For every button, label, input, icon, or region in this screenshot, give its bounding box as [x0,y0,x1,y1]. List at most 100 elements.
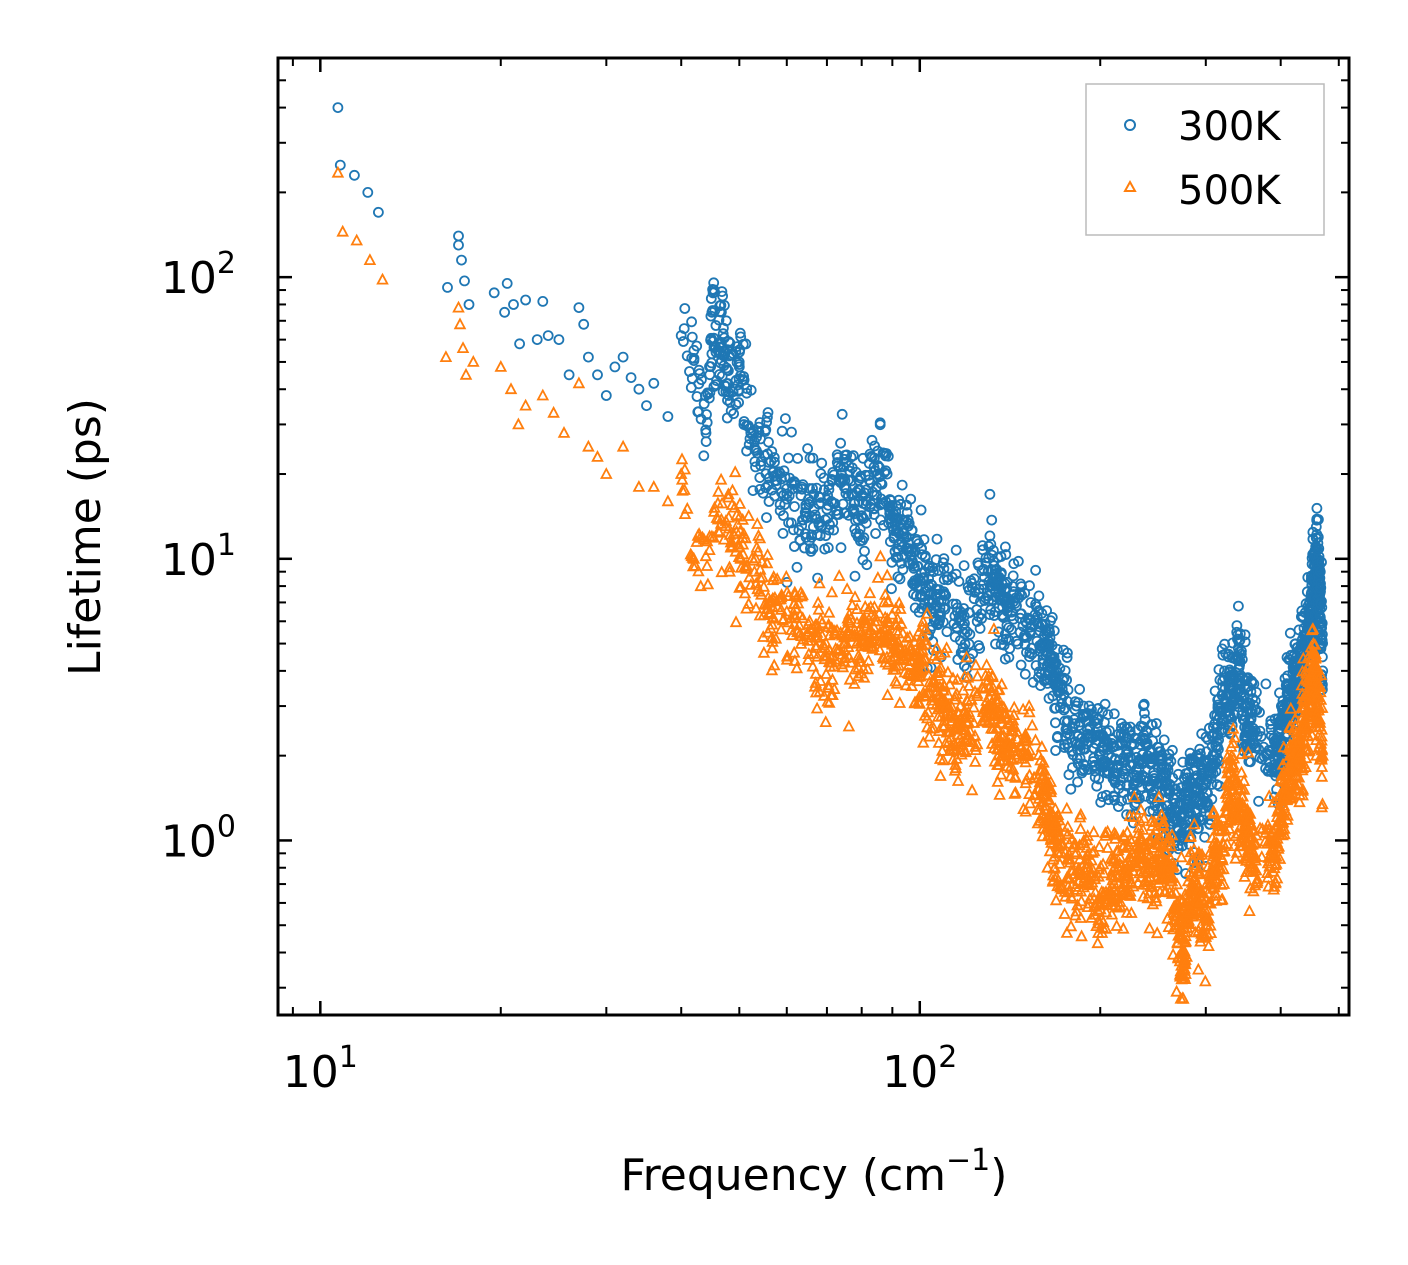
data-point [1099,826,1112,839]
data-point [678,323,690,335]
data-point [691,528,705,541]
data-point [770,572,784,584]
data-point [933,664,947,677]
data-point [1233,600,1244,612]
data-point [809,676,822,688]
data-point [969,658,983,671]
data-point [843,672,857,685]
data-point [857,670,871,683]
data-point [1248,699,1260,711]
data-point [1300,721,1314,734]
data-point [880,621,893,634]
data-point [724,337,736,349]
data-point [1281,812,1294,825]
data-point [1025,718,1039,731]
data-point [762,407,774,418]
data-point [914,645,927,658]
data-point [787,483,798,495]
data-point [787,597,801,610]
data-point [689,558,702,571]
data-point [1234,659,1245,671]
data-point [1046,639,1058,651]
data-point [933,679,947,692]
data-point [691,340,703,352]
data-point [1134,802,1148,815]
data-point [1124,726,1136,737]
data-point [1259,825,1272,838]
data-point [822,642,836,655]
data-point [675,472,689,485]
data-point [828,524,839,536]
data-point [982,590,994,602]
data-point [1229,829,1242,841]
data-point [712,484,725,497]
data-point [1163,758,1174,770]
data-point [1299,710,1312,722]
data-point [1021,618,1033,629]
data-point [1195,847,1209,860]
data-point [1248,878,1262,891]
data-point [892,596,906,609]
data-point [1210,757,1222,769]
data-point [1226,721,1240,734]
data-point [891,612,904,624]
data-point [839,629,853,642]
data-point [1272,841,1285,854]
data-point [791,561,803,573]
data-point [988,545,999,556]
data-point [963,638,975,650]
data-point [783,452,794,464]
data-point [1165,755,1177,767]
data-point [801,633,815,646]
data-point [1163,748,1175,760]
data-point [933,565,944,576]
data-point [864,600,877,612]
data-point [796,611,809,623]
data-point [1202,939,1215,951]
data-point [740,561,753,574]
data-point [501,277,513,289]
data-point [1136,822,1150,835]
data-point [1143,879,1157,892]
data-point [763,496,775,507]
legend-box [1085,83,1325,236]
data-point [459,367,473,380]
data-point [1136,769,1148,781]
data-point [1179,967,1192,979]
data-point [992,683,1005,696]
data-point [972,557,984,569]
data-point [1202,799,1214,811]
data-point [331,165,345,178]
data-point [1182,913,1196,926]
data-point [874,471,886,483]
data-point [721,378,733,390]
series-500K [331,165,1329,1004]
data-point [1199,913,1213,926]
legend-label-500k: 500K [1178,168,1282,214]
data-point [1072,776,1083,788]
data-point [1068,847,1082,860]
data-point [865,450,877,462]
data-point [1073,865,1087,878]
data-point [348,169,360,181]
data-point [729,615,743,628]
data-point [789,541,800,552]
data-point [1019,804,1032,817]
data-point [849,570,861,582]
data-point [1166,860,1179,873]
data-point [1315,722,1328,735]
data-point [993,787,1006,800]
data-point [997,634,1009,645]
data-point [856,612,869,625]
data-point [1240,672,1252,684]
data-point [938,602,950,613]
data-point [1041,860,1054,873]
data-point [750,576,763,589]
data-point [807,483,818,494]
data-point [959,628,971,640]
data-point [890,676,904,689]
data-point [1054,662,1066,674]
data-point [918,534,930,545]
data-point [1276,816,1289,829]
data-point [767,658,781,671]
